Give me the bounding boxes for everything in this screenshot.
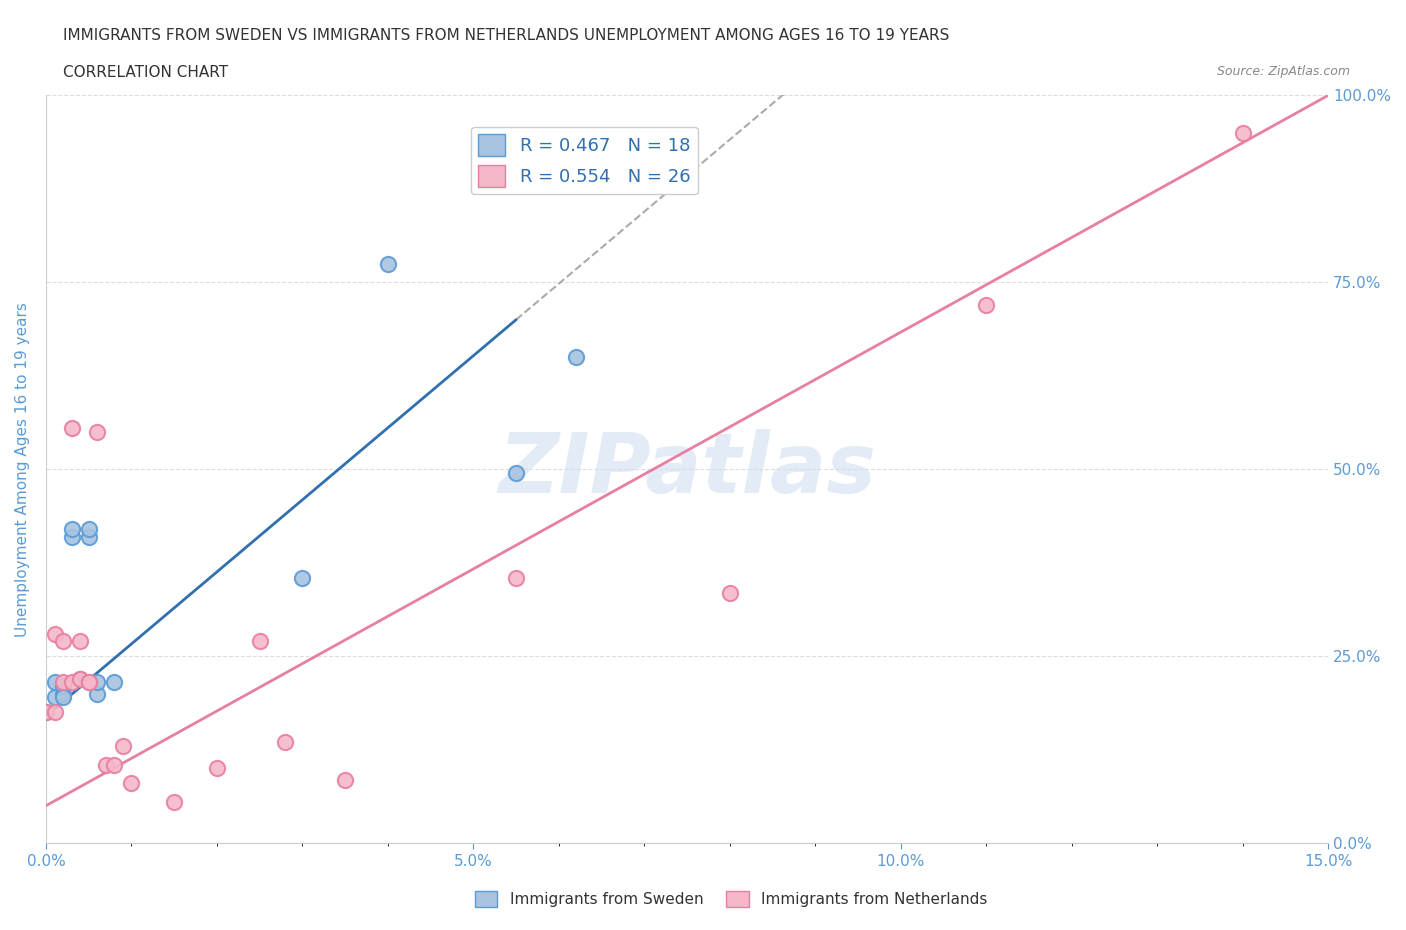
Point [44, 705, 66, 720]
Point [60, 420, 83, 435]
Point [60, 522, 83, 537]
Point [249, 633, 271, 648]
Point [77, 675, 100, 690]
Point [86, 424, 108, 439]
Text: CORRELATION CHART: CORRELATION CHART [63, 65, 228, 80]
Point [291, 570, 314, 585]
Legend: Immigrants from Sweden, Immigrants from Netherlands: Immigrants from Sweden, Immigrants from … [468, 884, 994, 913]
Legend: R = 0.467   N = 18, R = 0.554   N = 26: R = 0.467 N = 18, R = 0.554 N = 26 [471, 126, 697, 194]
Point [505, 466, 527, 481]
Point [86, 686, 108, 701]
Point [44, 690, 66, 705]
Point [111, 738, 134, 753]
Point [52, 679, 75, 694]
Point [60, 529, 83, 544]
Point [69, 633, 91, 648]
Point [52, 633, 75, 648]
Point [205, 761, 228, 776]
Point [69, 671, 91, 686]
Text: IMMIGRANTS FROM SWEDEN VS IMMIGRANTS FROM NETHERLANDS UNEMPLOYMENT AMONG AGES 16: IMMIGRANTS FROM SWEDEN VS IMMIGRANTS FRO… [63, 28, 949, 43]
Point [94, 757, 117, 772]
Point [35, 705, 58, 720]
Point [163, 794, 186, 809]
Point [69, 671, 91, 686]
Point [103, 757, 125, 772]
Point [377, 256, 399, 271]
Point [77, 529, 100, 544]
Point [974, 298, 997, 312]
Y-axis label: Unemployment Among Ages 16 to 19 years: Unemployment Among Ages 16 to 19 years [15, 302, 30, 637]
Point [505, 570, 527, 585]
Point [44, 626, 66, 641]
Point [52, 686, 75, 701]
Point [86, 675, 108, 690]
Point [77, 522, 100, 537]
Text: Source: ZipAtlas.com: Source: ZipAtlas.com [1216, 65, 1350, 78]
Point [44, 675, 66, 690]
Point [274, 735, 297, 750]
Point [718, 585, 741, 600]
Point [35, 705, 58, 720]
Point [120, 776, 142, 790]
Point [103, 675, 125, 690]
Point [333, 772, 356, 787]
Point [77, 675, 100, 690]
Point [60, 675, 83, 690]
Point [1232, 126, 1254, 140]
Point [565, 350, 588, 365]
Point [52, 675, 75, 690]
Point [52, 690, 75, 705]
Text: ZIPatlas: ZIPatlas [498, 429, 876, 510]
